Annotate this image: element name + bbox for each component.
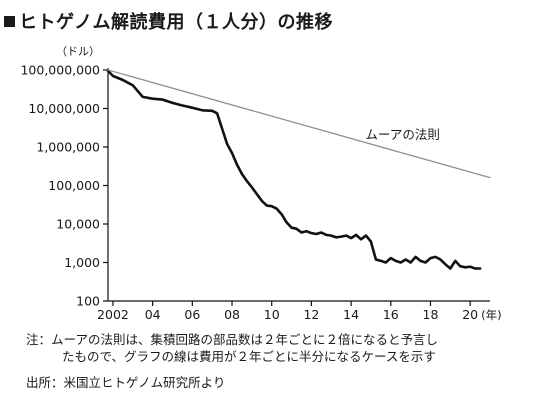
x-tick-label: 12 <box>303 307 319 322</box>
chart-notes: 注：ムーアの法則は、集積回路の部品数は２年ごとに２倍になると予言し たもので、グ… <box>26 331 438 365</box>
y-axis-unit-label: （ドル） <box>56 45 100 58</box>
x-tick-label: 04 <box>145 307 161 322</box>
x-tick-label: 18 <box>423 307 439 322</box>
title-marker-icon <box>4 16 15 27</box>
y-axis: （ドル） 100 1,000 10,000 100,000 1,000,000 10,000… <box>20 45 109 309</box>
y-tick-label: 100 <box>76 294 100 309</box>
y-tick-label: 100,000,000 <box>20 63 100 78</box>
chart-title: ヒトゲノム解読費用（１人分）の推移 <box>4 8 333 34</box>
x-tick-label: 20 <box>462 307 478 322</box>
x-axis: 2002 04 06 08 10 12 14 16 18 20 (年) <box>97 300 502 322</box>
x-tick-label: 14 <box>343 307 359 322</box>
y-tick-label: 100,000 <box>48 178 100 193</box>
x-tick-label: 10 <box>264 307 280 322</box>
x-tick-label: 08 <box>224 307 240 322</box>
note-line-1: 注：ムーアの法則は、集積回路の部品数は２年ごとに２倍になると予言し <box>26 332 439 347</box>
series-layer <box>106 69 491 270</box>
x-tick-label: 06 <box>184 307 200 322</box>
x-tick-label: 2002 <box>97 307 129 322</box>
chart-source: 出所：米国立ヒトゲノム研究所より <box>26 375 226 390</box>
moore-law-annotation: ムーアの法則 <box>365 127 440 142</box>
y-tick-label: 10,000 <box>56 217 100 232</box>
genome-cost-line <box>106 69 482 270</box>
x-axis-unit-label: (年) <box>481 308 501 322</box>
y-tick-label: 1,000,000 <box>36 140 100 155</box>
chart-title-text: ヒトゲノム解読費用（１人分）の推移 <box>19 12 333 33</box>
y-tick-label: 10,000,000 <box>28 101 100 116</box>
moore-law-line <box>107 69 491 179</box>
x-tick-label: 16 <box>383 307 399 322</box>
note-line-2: たもので、グラフの線は費用が２年ごとに半分になるケースを示す <box>62 349 436 364</box>
annotation-layer: ムーアの法則 <box>365 127 440 142</box>
y-tick-label: 1,000 <box>64 255 100 270</box>
